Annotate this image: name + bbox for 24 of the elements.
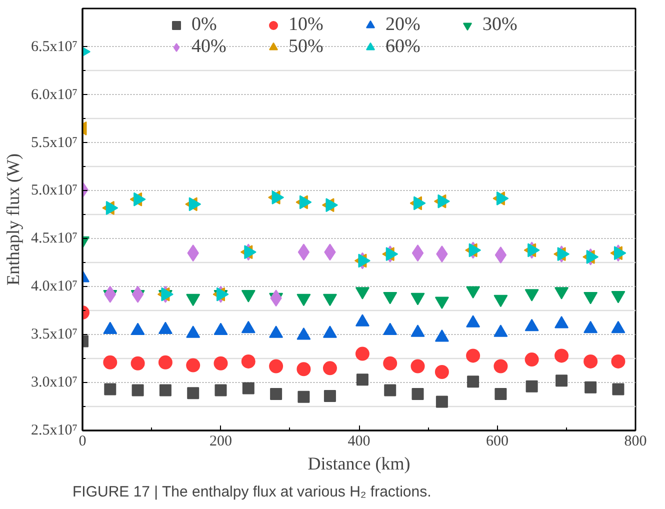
caption: FIGURE 17 | The enthalpy flux at various H₂ fractions. bbox=[72, 484, 432, 500]
y-tick-label: 4.0x10⁷ bbox=[31, 278, 78, 295]
y-tick-label: 6.5x10⁷ bbox=[31, 38, 78, 55]
y-tick-label: 5.5x10⁷ bbox=[31, 134, 78, 151]
legend-label: 60% bbox=[386, 36, 422, 58]
y-tick-label: 3.5x10⁷ bbox=[31, 326, 78, 343]
y-tick-label: 6.0x10⁷ bbox=[31, 86, 78, 103]
x-tick-label: 400 bbox=[348, 434, 370, 450]
x-tick-label: 200 bbox=[210, 434, 232, 450]
legend-label: 20% bbox=[386, 14, 422, 36]
y-tick-label: 4.5x10⁷ bbox=[31, 230, 78, 247]
y-tick-label: 5.0x10⁷ bbox=[31, 182, 78, 199]
x-axis-title: Distance (km) bbox=[308, 454, 410, 474]
legend-label: 50% bbox=[288, 36, 324, 58]
y-tick-label: 2.5x10⁷ bbox=[31, 422, 78, 438]
y-axis-title: Enthaply flux (W) bbox=[3, 154, 24, 286]
x-tick-label: 800 bbox=[624, 434, 647, 450]
x-tick-label: 0 bbox=[78, 434, 86, 450]
y-tick-label: 3.0x10⁷ bbox=[31, 374, 78, 391]
legend-label: 10% bbox=[288, 14, 324, 36]
legend-label: 0% bbox=[192, 14, 218, 36]
legend-label: 30% bbox=[482, 14, 518, 36]
legend-label: 40% bbox=[192, 36, 228, 58]
x-tick-label: 600 bbox=[486, 434, 508, 450]
